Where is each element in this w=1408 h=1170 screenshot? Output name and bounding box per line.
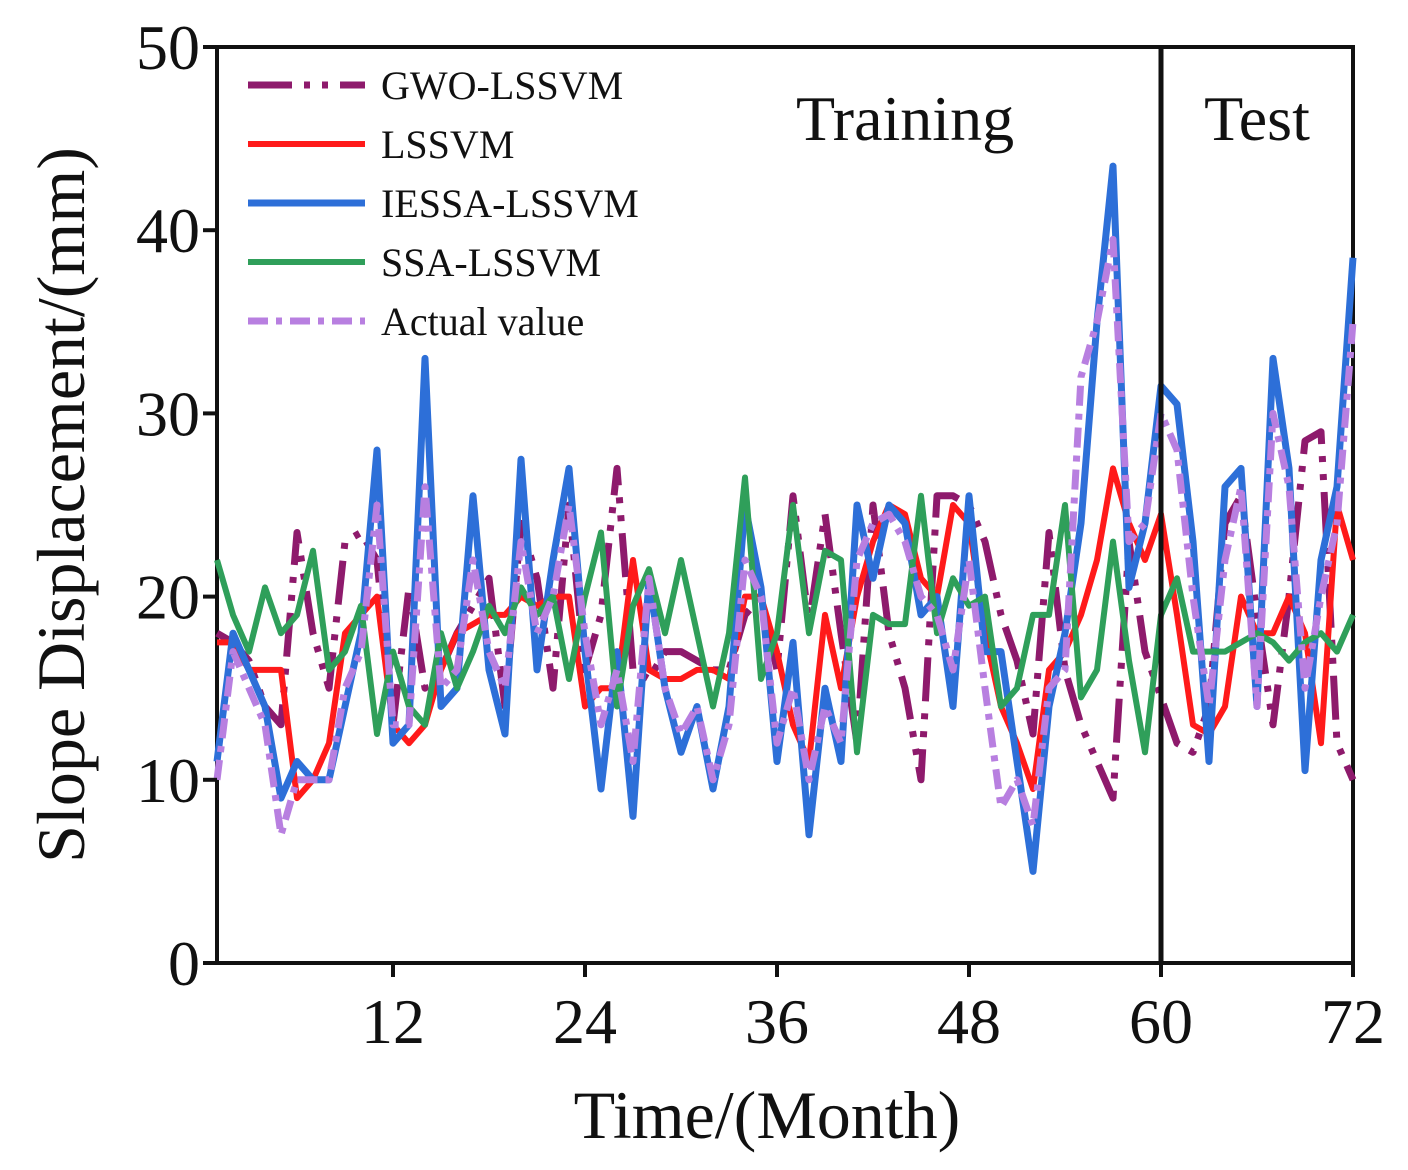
series-layer: [213, 162, 1357, 875]
region-label-training: Training: [796, 83, 1014, 154]
legend-item-lssvm[interactable]: LSSVM: [248, 122, 514, 167]
legend-label: LSSVM: [381, 122, 514, 167]
region-labels: Training Test: [796, 83, 1310, 154]
y-tick-label: 30: [136, 378, 200, 449]
legend-item-iessa-lssvm[interactable]: IESSA-LSSVM: [248, 181, 639, 226]
legend-item-ssa-lssvm[interactable]: SSA-LSSVM: [248, 240, 601, 285]
legend-label: Actual value: [381, 299, 584, 344]
x-axis-title: Time/(Month): [574, 1077, 961, 1153]
ticks-layer: 12 24 36 48 60 72 0 10 20 30 40 50: [136, 12, 1385, 1057]
plot-area-frame: [215, 45, 1355, 965]
x-tick-label: 12: [361, 986, 425, 1057]
x-tick-label: 60: [1129, 986, 1193, 1057]
y-axis-title: Slope Displacement/(mm): [23, 147, 99, 863]
y-tick-label: 0: [168, 928, 200, 999]
region-label-test: Test: [1204, 83, 1310, 154]
legend[interactable]: GWO-LSSVM LSSVM IESSA-LSSVM SSA-LSSVM Actual…: [248, 63, 639, 344]
legend-label: GWO-LSSVM: [381, 63, 623, 108]
series-line-iessa-lssvm: [213, 162, 1357, 875]
x-tick-label: 72: [1321, 986, 1385, 1057]
legend-label: SSA-LSSVM: [381, 240, 601, 285]
y-tick-label: 20: [136, 562, 200, 633]
y-tick-label: 40: [136, 195, 200, 266]
y-tick-label: 50: [136, 12, 200, 83]
y-tick-label: 10: [136, 745, 200, 816]
legend-item-gwo-lssvm[interactable]: GWO-LSSVM: [248, 63, 623, 108]
x-tick-label: 24: [553, 986, 617, 1057]
x-tick-label: 36: [745, 986, 809, 1057]
x-tick-label: 48: [937, 986, 1001, 1057]
series-line-ssa-lssvm: [214, 474, 1356, 756]
legend-item-actual-value[interactable]: Actual value: [248, 299, 584, 344]
legend-label: IESSA-LSSVM: [381, 181, 639, 226]
